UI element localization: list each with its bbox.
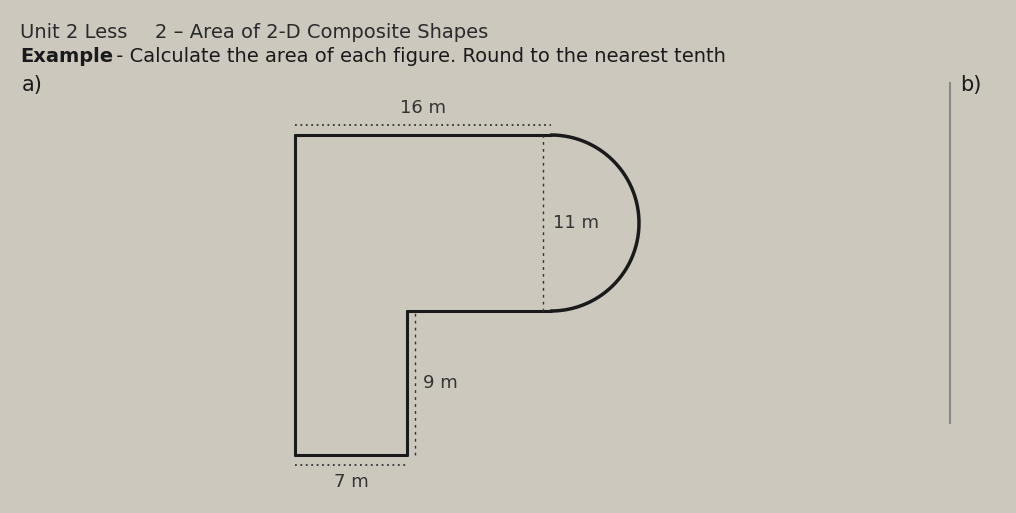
Text: 7 m: 7 m	[333, 473, 369, 491]
Text: Unit 2 Less: Unit 2 Less	[20, 23, 127, 42]
Text: 11 m: 11 m	[553, 214, 599, 232]
Text: 2 – Area of 2-D Composite Shapes: 2 – Area of 2-D Composite Shapes	[155, 23, 489, 42]
Text: 9 m: 9 m	[423, 374, 458, 392]
Text: Example: Example	[20, 47, 113, 66]
Text: 16 m: 16 m	[400, 99, 446, 117]
Text: a): a)	[22, 75, 43, 95]
Text: b): b)	[960, 75, 981, 95]
Text: - Calculate the area of each figure. Round to the nearest tenth: - Calculate the area of each figure. Rou…	[110, 47, 725, 66]
